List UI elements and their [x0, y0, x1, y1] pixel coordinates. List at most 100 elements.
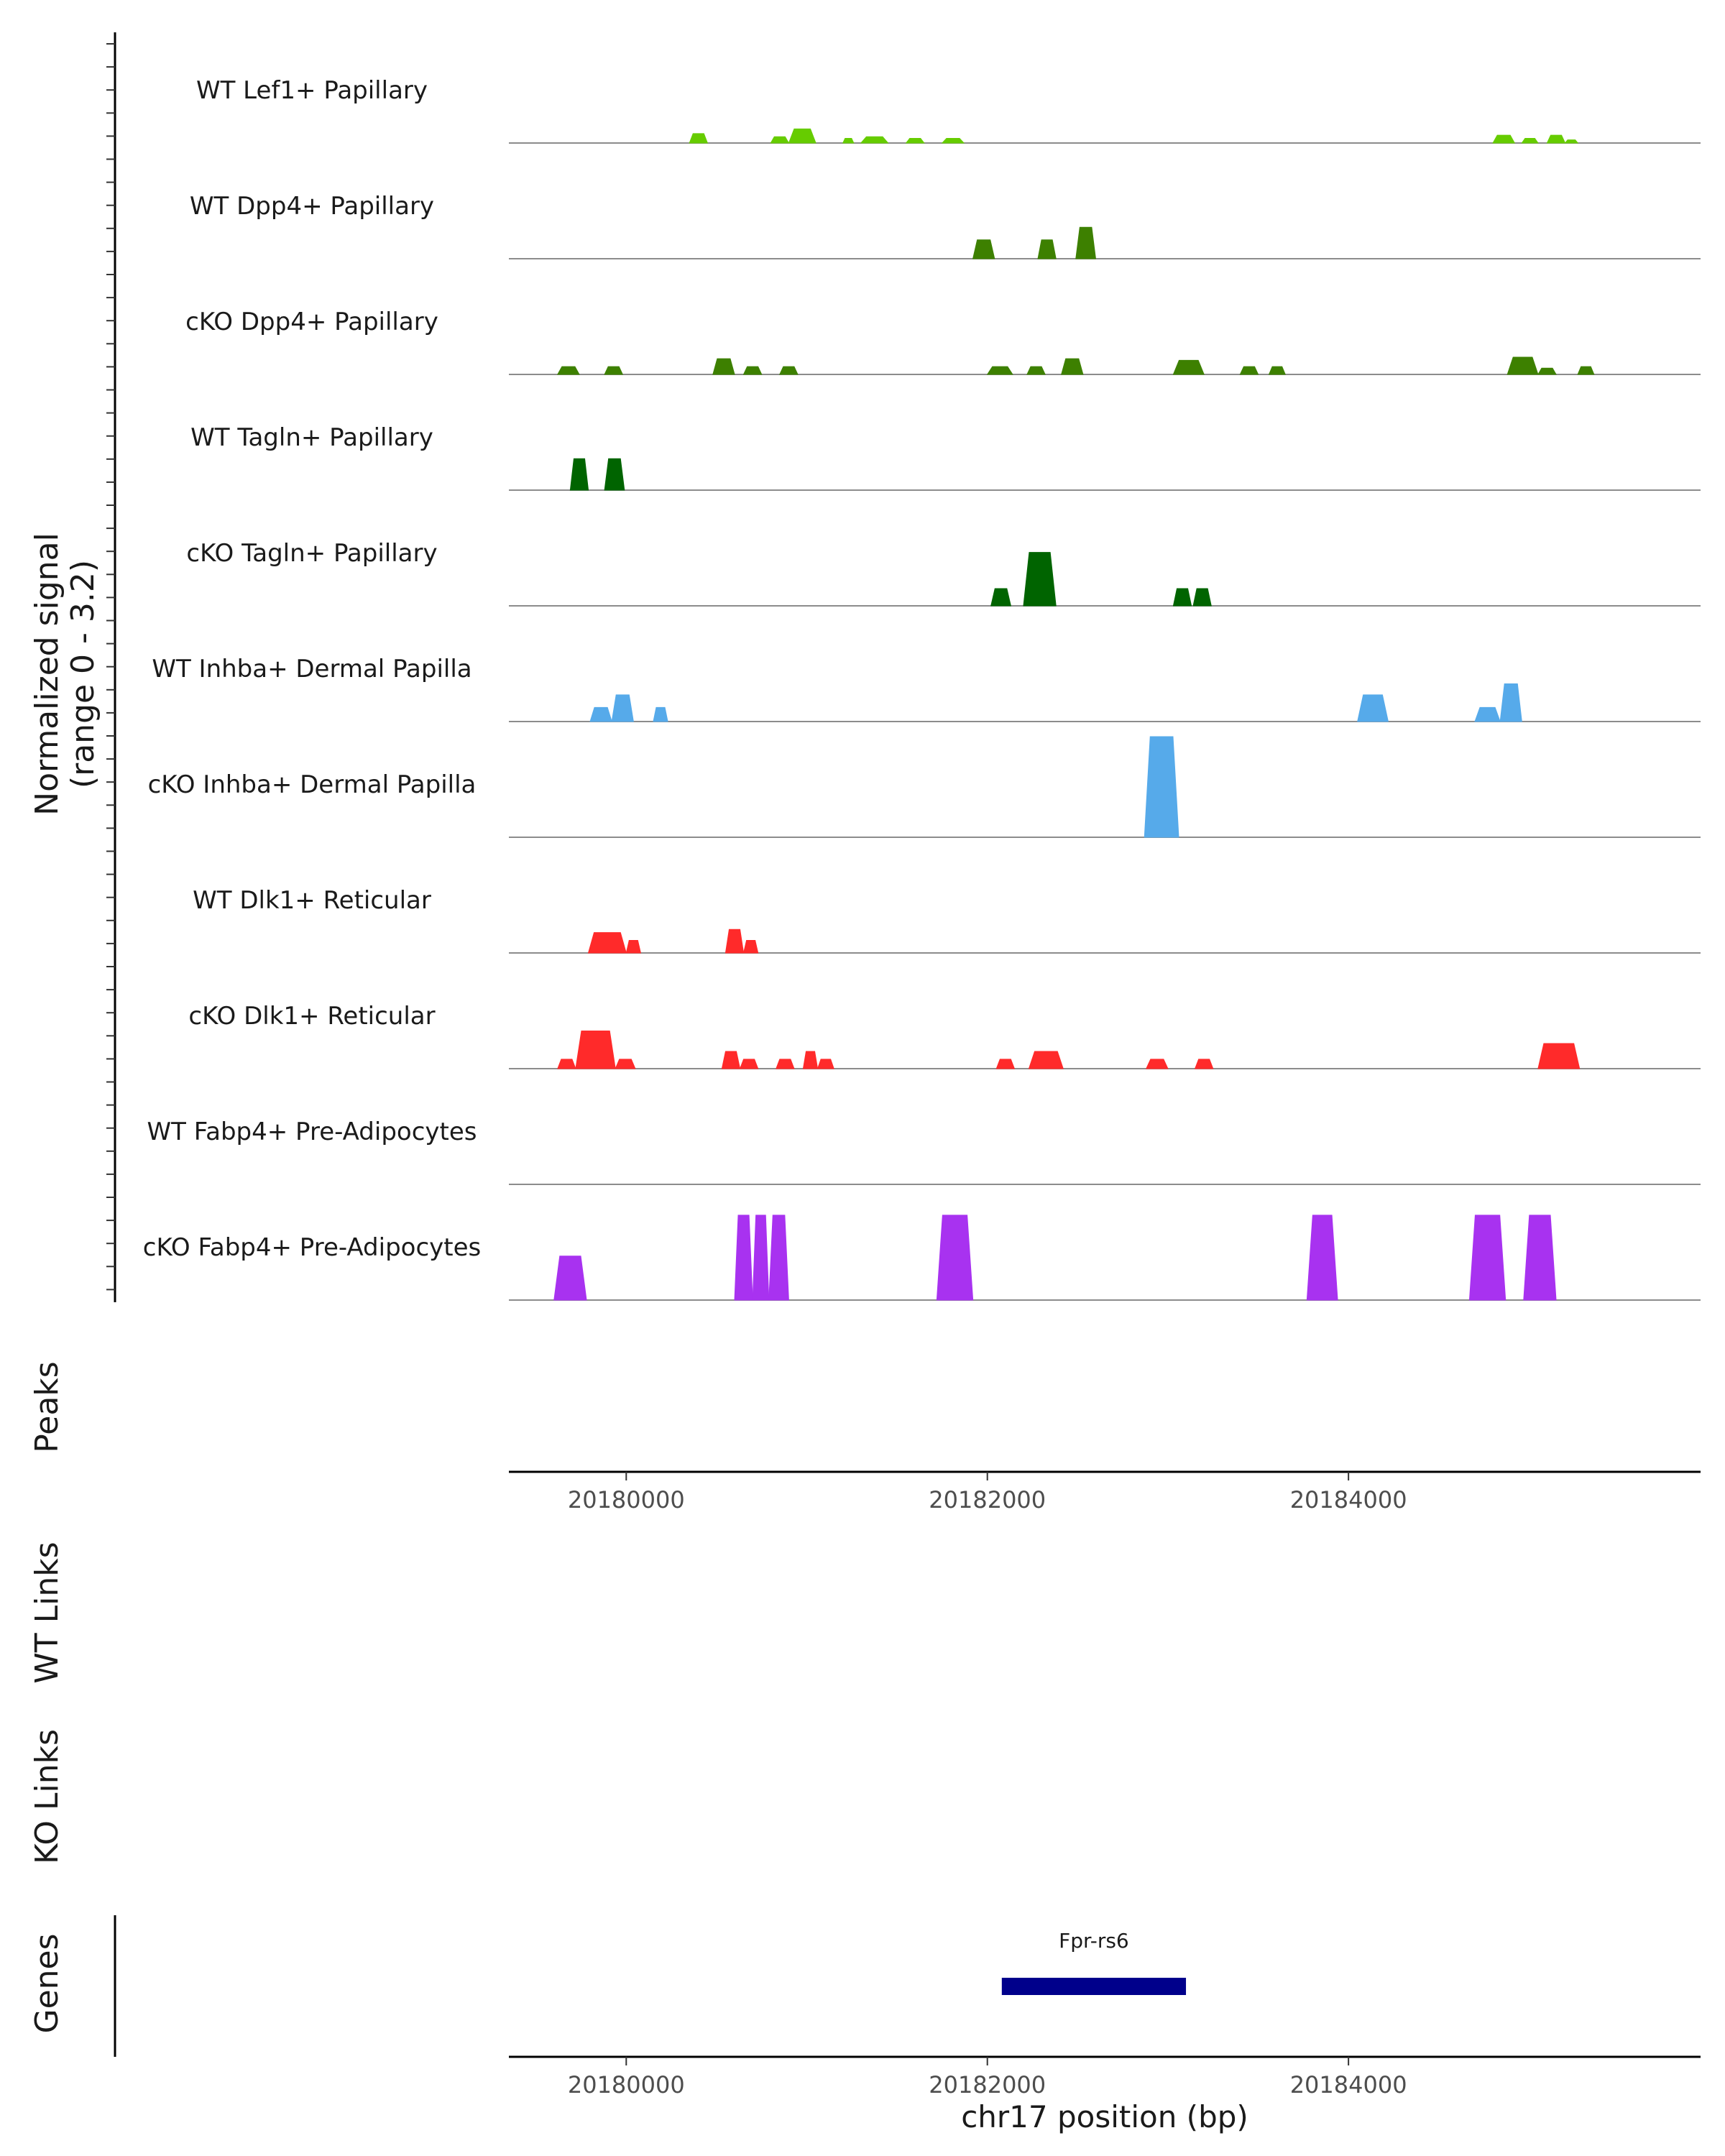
track-label: cKO Dpp4+ Papillary	[185, 308, 438, 336]
x-axis-title: chr17 position (bp)	[961, 2099, 1248, 2134]
track-label: WT Dlk1+ Reticular	[193, 886, 431, 915]
signal-peak	[712, 358, 735, 375]
signal-peak	[1075, 226, 1097, 259]
signal-peak	[611, 694, 634, 722]
signal-peak	[1577, 366, 1595, 375]
signal-peak	[1474, 706, 1501, 722]
track-label: WT Fabp4+ Pre-Adipocytes	[147, 1118, 477, 1146]
ko-links-panel-label: KO Links	[29, 1729, 65, 1864]
track-label: WT Lef1+ Papillary	[196, 76, 428, 105]
signal-peak	[776, 1059, 795, 1069]
track-label: WT Tagln+ Papillary	[190, 423, 433, 452]
signal-peak	[1537, 1043, 1581, 1069]
wt-links-panel-label: WT Links	[29, 1542, 65, 1683]
x-axis-peaks: 20180000 20182000 20184000	[509, 1470, 1701, 1514]
signal-peak	[689, 133, 709, 144]
signal-peak	[615, 1059, 636, 1069]
signal-y-axis	[106, 32, 116, 1302]
signal-peak	[1499, 683, 1522, 722]
signal-peak	[1537, 367, 1557, 375]
signal-peak	[779, 366, 799, 375]
signal-peak	[842, 137, 855, 144]
signal-peak	[752, 1215, 770, 1301]
signal-peak	[653, 706, 668, 722]
genes-panel-label: Genes	[29, 1933, 65, 2033]
gene-body	[1001, 1978, 1187, 1995]
signal-peak	[1192, 588, 1212, 607]
signal-peak	[604, 458, 625, 491]
track: WT Lef1+ Papillary	[196, 76, 1701, 144]
signal-peak	[990, 588, 1011, 607]
peaks-panel-label: Peaks	[29, 1361, 65, 1452]
x-tick-label: 20184000	[1290, 2071, 1407, 2099]
signal-peak	[587, 932, 627, 954]
signal-peak	[941, 137, 965, 144]
track-label: WT Inhba+ Dermal Papilla	[152, 655, 472, 683]
signal-peak	[1492, 134, 1516, 144]
signal-peak	[1194, 1059, 1214, 1069]
x-tick-label: 20182000	[929, 1486, 1046, 1514]
signal-peak	[1145, 1059, 1169, 1069]
signal-peak	[589, 706, 612, 722]
signal-peak	[625, 940, 642, 954]
signal-peak	[1023, 552, 1057, 607]
signal-peak	[788, 128, 816, 144]
x-tick-label: 20180000	[568, 2071, 685, 2099]
signal-peak	[721, 1051, 741, 1069]
signal-peak	[742, 940, 759, 954]
track: cKO Dpp4+ Papillary	[185, 308, 1701, 375]
signal-peak	[1357, 694, 1389, 722]
track-label: cKO Dlk1+ Reticular	[188, 1002, 435, 1031]
track-label: cKO Fabp4+ Pre-Adipocytes	[143, 1233, 482, 1262]
signal-peak	[986, 366, 1013, 375]
signal-peak	[1564, 139, 1579, 144]
signal-peak	[1026, 366, 1046, 375]
signal-peak	[802, 1051, 819, 1069]
track: WT Dpp4+ Papillary	[190, 192, 1701, 259]
signal-peak	[1239, 366, 1259, 375]
track-label: WT Dpp4+ Papillary	[190, 192, 434, 221]
signal-peak	[739, 1059, 759, 1069]
track: cKO Fabp4+ Pre-Adipocytes	[143, 1215, 1701, 1301]
signal-peak	[1028, 1051, 1064, 1069]
signal-peak	[1521, 137, 1539, 144]
signal-peak	[1061, 358, 1084, 375]
track: cKO Tagln+ Papillary	[186, 539, 1701, 607]
x-tick-label: 20180000	[568, 1486, 685, 1514]
track: WT Inhba+ Dermal Papilla	[152, 655, 1701, 722]
signal-peak	[1144, 736, 1179, 838]
track: WT Tagln+ Papillary	[190, 423, 1701, 491]
signal-peak	[1506, 356, 1539, 375]
signal-peak	[1268, 366, 1286, 375]
track-label: cKO Tagln+ Papillary	[186, 539, 437, 568]
x-tick-label: 20182000	[929, 2071, 1046, 2099]
signal-peak	[972, 239, 995, 259]
signal-peak	[1306, 1215, 1338, 1301]
track: WT Dlk1+ Reticular	[193, 886, 1701, 954]
x-axis-genes: 20180000 20182000 20184000	[509, 2055, 1701, 2099]
signal-peak	[1523, 1215, 1557, 1301]
signal-peak	[724, 929, 745, 954]
track: cKO Dlk1+ Reticular	[188, 1002, 1701, 1069]
track: WT Fabp4+ Pre-Adipocytes	[147, 1118, 1701, 1185]
signal-peak	[569, 458, 589, 491]
track: cKO Inhba+ Dermal Papilla	[148, 736, 1701, 838]
signal-peak	[1172, 359, 1205, 375]
signal-ylabel-range: (range 0 - 3.2)	[65, 560, 101, 788]
signal-peak	[553, 1256, 587, 1301]
signal-peak	[557, 1059, 576, 1069]
x-tick-label: 20184000	[1290, 1486, 1407, 1514]
signal-peak	[770, 136, 790, 144]
signal-peak	[768, 1215, 789, 1301]
signal-peak	[742, 366, 763, 375]
gene-label: Fpr-rs6	[1059, 1929, 1129, 1953]
signal-peak	[905, 137, 925, 144]
signal-peak	[575, 1031, 616, 1069]
signal-peak	[995, 1059, 1016, 1069]
signal-peak	[604, 366, 624, 375]
signal-peak	[556, 366, 580, 375]
signal-tracks: WT Lef1+ Papillary WT Dpp4+ Papillary cKO …	[143, 76, 1701, 1301]
signal-peak	[1172, 588, 1192, 607]
signal-peak	[734, 1215, 753, 1301]
